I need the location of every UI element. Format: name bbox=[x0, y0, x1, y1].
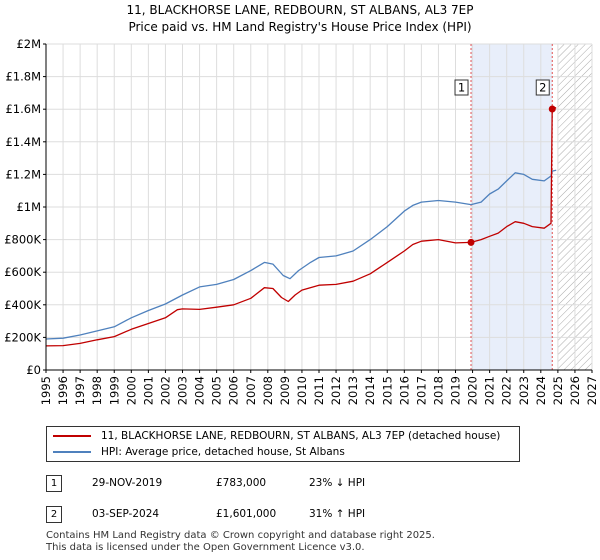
legend-label-property: 11, BLACKHORSE LANE, REDBOURN, ST ALBANS… bbox=[101, 430, 501, 442]
transaction-price: £783,000 bbox=[216, 477, 267, 489]
y-tick-label: £200K bbox=[4, 330, 41, 344]
series-line-property bbox=[45, 106, 557, 347]
footer-line1: Contains HM Land Registry data © Crown c… bbox=[46, 530, 435, 541]
x-tick-label: 2018 bbox=[431, 376, 445, 405]
x-tick-label: 2026 bbox=[568, 376, 582, 405]
legend-swatch-property bbox=[53, 435, 91, 437]
y-tick-label: £600K bbox=[4, 265, 41, 279]
chart-title-line1: 11, BLACKHORSE LANE, REDBOURN, ST ALBANS… bbox=[126, 3, 474, 17]
sale-point bbox=[467, 238, 475, 246]
x-tick-label: 2014 bbox=[363, 376, 377, 405]
x-tick-label: 2023 bbox=[517, 376, 531, 405]
x-tick-label: 2001 bbox=[141, 376, 155, 405]
y-tick-label: £1M bbox=[16, 200, 41, 214]
x-tick-label: 2016 bbox=[397, 376, 411, 405]
price-chart: 1 2 £0 £200K £400K £600K £800K £1M £1.2M £1.4M £1… bbox=[4, 37, 599, 405]
x-tick-label: 2022 bbox=[500, 376, 514, 405]
x-tick-label: 2002 bbox=[158, 376, 172, 405]
y-tick-label: £400K bbox=[4, 298, 41, 312]
legend-item-hpi: HPI: Average price, detached house, St A… bbox=[53, 444, 345, 460]
y-tick-label: £800K bbox=[4, 233, 41, 247]
y-tick-label: £2M bbox=[16, 37, 41, 51]
x-tick-label: 2007 bbox=[244, 376, 258, 405]
transaction-number: 2 bbox=[46, 506, 62, 523]
y-tick-label: £0 bbox=[26, 363, 41, 377]
x-tick-label: 1998 bbox=[90, 376, 104, 405]
x-tick-label: 2020 bbox=[466, 376, 480, 405]
x-tick-label: 1997 bbox=[73, 376, 87, 405]
series-line-hpi bbox=[45, 169, 557, 340]
legend-item-property: 11, BLACKHORSE LANE, REDBOURN, ST ALBANS… bbox=[53, 428, 500, 444]
sale-label: 2 bbox=[539, 81, 546, 95]
x-tick-label: 2012 bbox=[329, 376, 343, 405]
y-tick-label: £1.2M bbox=[5, 167, 41, 181]
transaction-hpi-diff: 31% ↑ HPI bbox=[309, 508, 366, 520]
x-tick-label: 2003 bbox=[176, 376, 190, 405]
transaction-price: £1,601,000 bbox=[216, 508, 277, 520]
x-tick-label: 2017 bbox=[414, 376, 428, 405]
chart-title-line2: Price paid vs. HM Land Registry's House … bbox=[128, 20, 472, 34]
legend-swatch-hpi bbox=[53, 451, 91, 453]
transaction-row-2: 2 03-SEP-2024 £1,601,000 31% ↑ HPI bbox=[46, 506, 566, 524]
transaction-date: 29-NOV-2019 bbox=[92, 477, 163, 489]
x-tick-label: 2013 bbox=[346, 376, 360, 405]
transaction-date: 03-SEP-2024 bbox=[92, 508, 160, 520]
x-tick-label: 2027 bbox=[585, 376, 599, 405]
legend-label-hpi: HPI: Average price, detached house, St A… bbox=[101, 446, 345, 458]
x-tick-label: 2019 bbox=[449, 376, 463, 405]
chart-legend: 11, BLACKHORSE LANE, REDBOURN, ST ALBANS… bbox=[46, 426, 520, 462]
footer-line2: This data is licensed under the Open Gov… bbox=[46, 542, 365, 553]
x-tick-label: 2009 bbox=[278, 376, 292, 405]
x-tick-label: 2015 bbox=[380, 376, 394, 405]
x-tick-label: 2004 bbox=[193, 376, 207, 405]
x-tick-label: 2025 bbox=[551, 376, 565, 405]
y-tick-label: £1.4M bbox=[5, 135, 41, 149]
x-tick-label: 1999 bbox=[107, 376, 121, 405]
x-tick-label: 2021 bbox=[483, 376, 497, 405]
sale-label-box bbox=[535, 79, 550, 96]
x-tick-label: 1996 bbox=[56, 376, 70, 405]
x-tick-label: 2000 bbox=[124, 376, 138, 405]
transaction-number: 1 bbox=[46, 475, 62, 492]
footer-notice: Contains HM Land Registry data © Crown c… bbox=[46, 530, 435, 554]
transaction-hpi-diff: 23% ↓ HPI bbox=[309, 477, 366, 489]
x-tick-label: 2024 bbox=[534, 376, 548, 405]
sale-point bbox=[548, 105, 556, 113]
x-tick-label: 2010 bbox=[295, 376, 309, 405]
y-tick-label: £1.8M bbox=[5, 70, 41, 84]
chart-title: 11, BLACKHORSE LANE, REDBOURN, ST ALBANS… bbox=[0, 2, 600, 36]
sale-label: 1 bbox=[458, 81, 465, 95]
x-tick-label: 2005 bbox=[210, 376, 224, 405]
y-tick-label: £1.6M bbox=[5, 102, 41, 116]
transaction-row-1: 1 29-NOV-2019 £783,000 23% ↓ HPI bbox=[46, 475, 566, 493]
x-tick-label: 2008 bbox=[261, 376, 275, 405]
sale-label-box bbox=[454, 79, 469, 96]
x-tick-label: 1995 bbox=[39, 376, 53, 405]
x-tick-label: 2011 bbox=[312, 376, 326, 405]
x-tick-label: 2006 bbox=[227, 376, 241, 405]
